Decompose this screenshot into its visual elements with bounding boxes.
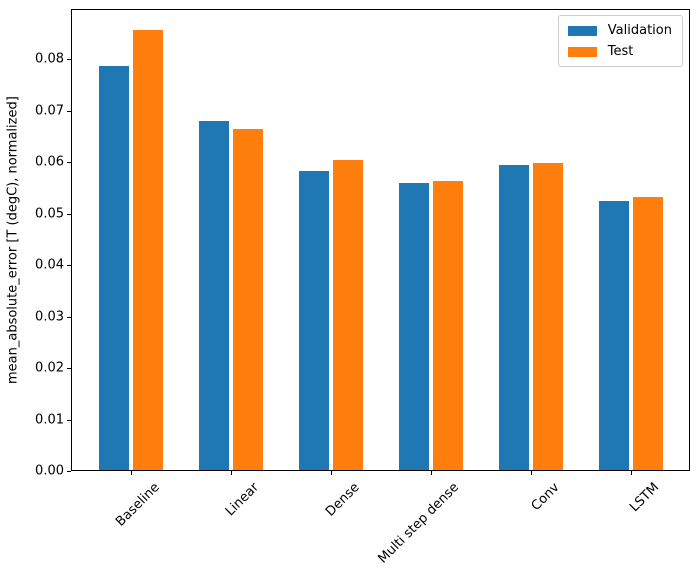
legend-label: Test: [607, 44, 634, 59]
bar-test-baseline: [132, 30, 163, 470]
legend-label: Validation: [607, 23, 672, 38]
xtick-mark: [330, 471, 332, 475]
ytick-label-0.06: 0.06: [35, 154, 64, 170]
ytick-label-0.00: 0.00: [35, 463, 64, 479]
bar-validation-dense: [298, 170, 329, 470]
xtick-label-linear: Linear: [223, 480, 263, 520]
ytick-label-0.08: 0.08: [35, 51, 64, 67]
legend-item-validation: Validation: [567, 23, 672, 38]
xtick-label-multi-step-dense: Multi step dense: [375, 480, 463, 567]
bar-test-lstm: [632, 196, 663, 470]
bar-validation-lstm: [598, 201, 629, 470]
ytick-mark: [67, 419, 71, 421]
ytick-mark: [67, 213, 71, 215]
bar-test-conv: [532, 163, 563, 470]
test-swatch: [567, 46, 597, 57]
ytick-label-0.02: 0.02: [35, 360, 64, 376]
xtick-label-dense: Dense: [322, 480, 363, 520]
ytick-label-0.04: 0.04: [35, 257, 64, 273]
ytick-label-0.01: 0.01: [35, 412, 64, 428]
ytick-mark: [67, 59, 71, 61]
xtick-label-lstm: LSTM: [627, 480, 663, 516]
y-axis-label: mean_absolute_error [T (degC), normalize…: [5, 96, 21, 384]
bar-test-linear: [232, 128, 263, 470]
validation-swatch: [567, 25, 597, 36]
bars-container: [72, 10, 689, 470]
xtick-mark: [230, 471, 232, 475]
bar-validation-linear: [198, 120, 229, 470]
legend: Validation Test: [557, 15, 683, 67]
ytick-mark: [67, 471, 71, 472]
ytick-mark: [67, 110, 71, 112]
xtick-mark: [630, 471, 632, 475]
ytick-label-0.05: 0.05: [35, 206, 64, 222]
xtick-mark: [530, 471, 532, 475]
ytick-mark: [67, 162, 71, 164]
bar-test-multi-step-dense: [432, 181, 463, 470]
bar-validation-multi-step-dense: [398, 183, 429, 470]
xtick-label-baseline: Baseline: [112, 480, 163, 530]
xtick-mark: [130, 471, 132, 475]
bar-test-dense: [332, 159, 363, 470]
xtick-label-conv: Conv: [528, 480, 563, 514]
legend-item-test: Test: [567, 44, 672, 59]
bar-validation-conv: [498, 164, 529, 470]
ytick-mark: [67, 265, 71, 267]
ytick-label-0.07: 0.07: [35, 103, 64, 119]
ytick-label-0.03: 0.03: [35, 309, 64, 325]
ytick-mark: [67, 368, 71, 370]
bar-validation-baseline: [98, 66, 129, 470]
plot-area: [71, 9, 690, 471]
xtick-mark: [430, 471, 432, 475]
ytick-mark: [67, 316, 71, 318]
